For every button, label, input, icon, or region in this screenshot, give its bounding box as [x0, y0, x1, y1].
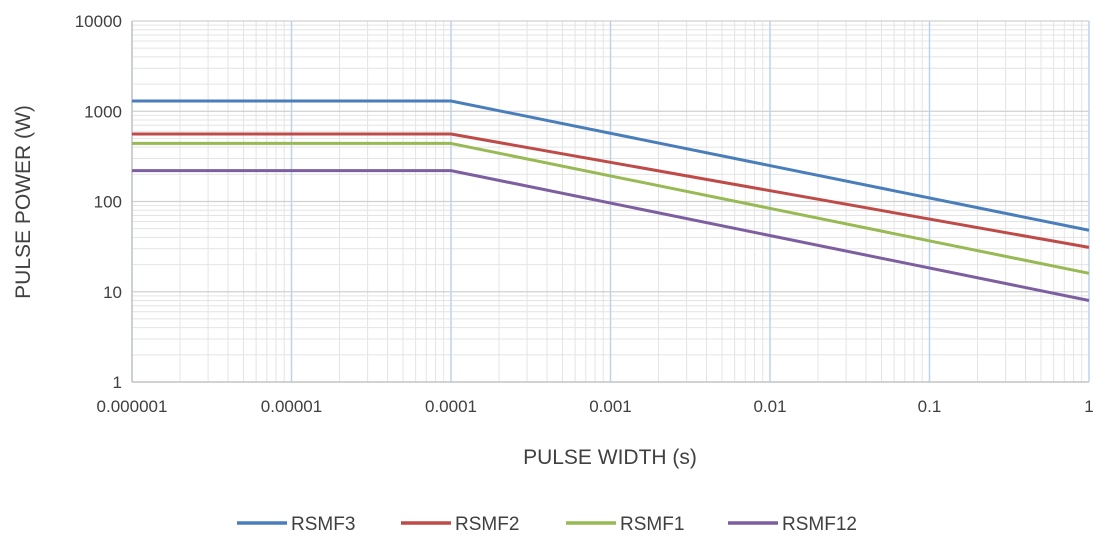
series-line-rsmf2: [132, 132, 1090, 249]
series-line-rsmf1: [132, 141, 1090, 275]
grid: [131, 20, 1090, 383]
legend: RSMF3 RSMF2 RSMF1 RSMF12: [237, 514, 857, 535]
legend-label-rsmf3: RSMF3: [291, 514, 355, 535]
y-tick-label: 10: [103, 283, 122, 302]
y-tick-label: 10000: [75, 12, 122, 31]
legend-label-rsmf1: RSMF1: [620, 514, 684, 535]
x-tick-label: 1: [1084, 397, 1093, 416]
legend-label-rsmf12: RSMF12: [782, 514, 857, 535]
series-lines: [132, 99, 1090, 302]
series-line-rsmf12: [132, 169, 1090, 302]
x-tick-label: 0.00001: [261, 397, 322, 416]
x-tick-label: 0.000001: [97, 397, 168, 416]
y-axis-title: PULSE POWER (W): [12, 105, 35, 299]
series-line-rsmf3: [132, 99, 1090, 232]
y-tick-label: 1: [113, 373, 122, 392]
x-axis-title: PULSE WIDTH (s): [523, 446, 697, 469]
x-tick-label: 0.01: [753, 397, 786, 416]
y-tick-label: 100: [94, 193, 122, 212]
x-tick-label: 0.0001: [425, 397, 477, 416]
tick-labels: 0.000001 0.00001 0.0001 0.001 0.01 0.1 1 1 10 100…: [75, 12, 1093, 416]
axes: [131, 21, 1089, 383]
x-tick-label: 0.001: [589, 397, 632, 416]
y-tick-label: 1000: [84, 102, 122, 121]
legend-label-rsmf2: RSMF2: [455, 514, 519, 535]
x-tick-label: 0.1: [918, 397, 942, 416]
